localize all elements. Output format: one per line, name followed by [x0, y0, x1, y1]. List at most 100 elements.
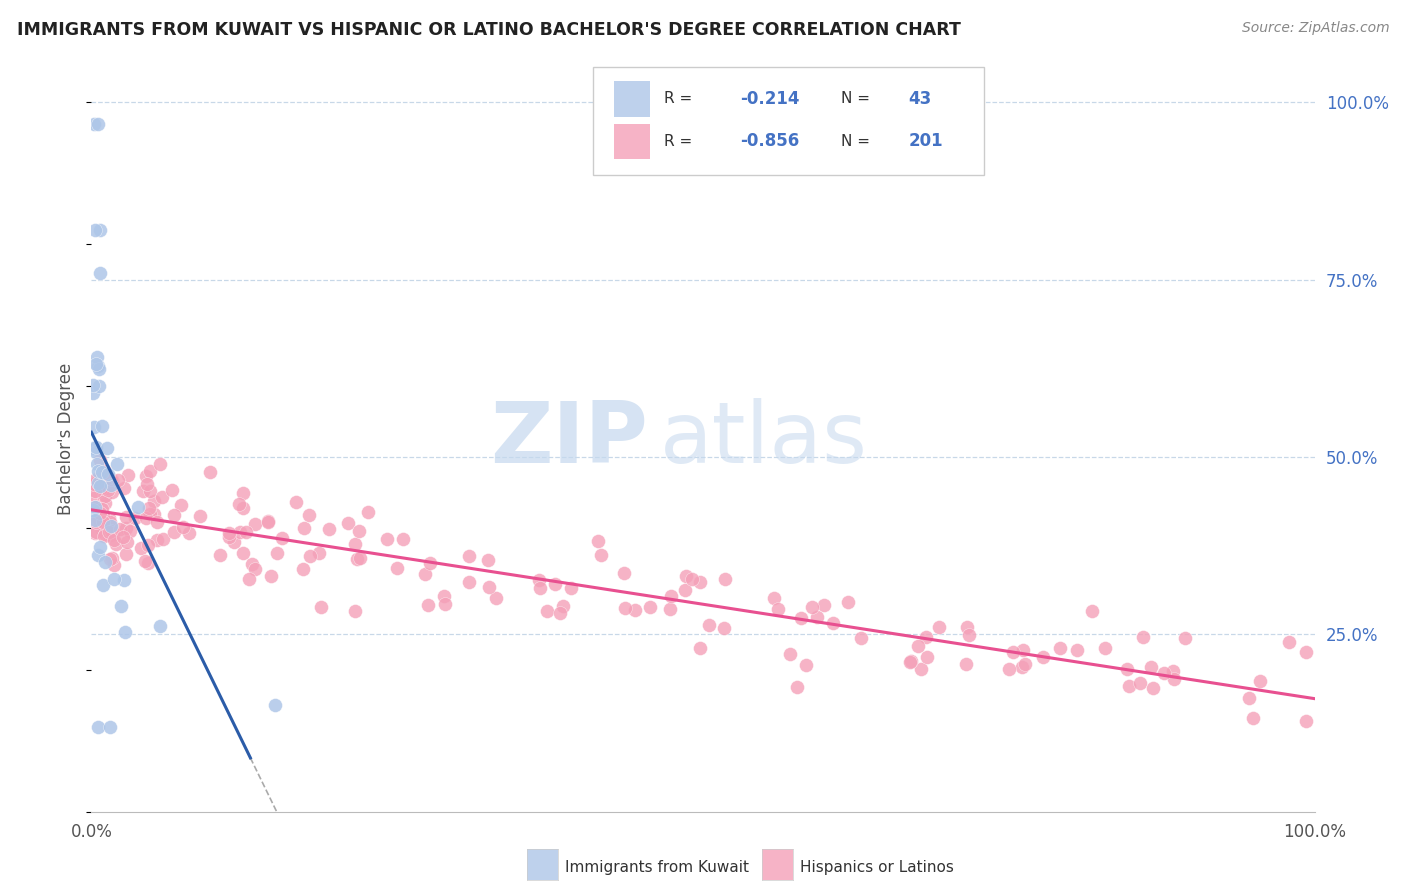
Point: [242, 558, 264, 572]
Point: [392, 533, 415, 547]
Point: [100, 528, 122, 542]
Point: [238, 573, 260, 587]
Point: [115, 535, 138, 549]
Point: [150, 490, 173, 504]
Point: [298, 549, 321, 563]
Point: [142, 494, 165, 508]
Point: [124, 510, 146, 524]
Point: [94, 496, 117, 510]
Point: [87, 476, 110, 491]
Point: [344, 603, 367, 617]
Point: [97, 483, 120, 497]
Point: [624, 603, 647, 617]
Text: IMMIGRANTS FROM KUWAIT VS HISPANIC OR LATINO BACHELOR'S DEGREE CORRELATION CHART: IMMIGRANTS FROM KUWAIT VS HISPANIC OR LA…: [17, 21, 960, 38]
Point: [228, 497, 250, 511]
Point: [1014, 657, 1036, 671]
Point: [681, 572, 703, 586]
Point: [375, 532, 398, 546]
Point: [84, 472, 107, 486]
Point: [1011, 659, 1033, 673]
Point: [87, 361, 110, 376]
Point: [117, 468, 139, 483]
Point: [779, 647, 801, 661]
Point: [83, 477, 105, 491]
Point: [349, 524, 371, 538]
Bar: [613, 81, 651, 117]
Point: [318, 522, 340, 536]
Point: [291, 561, 314, 575]
Point: [160, 483, 183, 497]
Point: [91, 418, 114, 433]
Text: 43: 43: [908, 90, 932, 108]
Point: [127, 500, 149, 514]
Point: [661, 589, 683, 603]
Text: N =: N =: [841, 91, 875, 106]
Point: [101, 551, 124, 566]
Point: [485, 591, 508, 606]
Point: [478, 580, 501, 594]
Point: [527, 574, 550, 588]
Point: [956, 620, 979, 634]
Point: [146, 533, 169, 547]
Point: [139, 464, 162, 478]
Point: [343, 536, 366, 550]
Point: [222, 535, 245, 549]
Point: [477, 553, 499, 567]
Point: [89, 266, 111, 280]
Point: [90, 521, 112, 535]
Text: -0.856: -0.856: [740, 132, 799, 151]
Point: [87, 504, 110, 518]
Point: [104, 537, 127, 551]
Point: [97, 467, 120, 481]
Point: [163, 508, 186, 522]
Point: [100, 478, 122, 492]
Point: [94, 527, 117, 541]
Point: [551, 599, 574, 613]
Point: [89, 223, 111, 237]
Point: [86, 351, 108, 365]
Point: [115, 547, 138, 561]
Point: [84, 483, 107, 498]
Point: [93, 489, 115, 503]
Point: [613, 566, 636, 581]
Point: [169, 498, 191, 512]
Point: [89, 479, 111, 493]
Point: [91, 515, 114, 529]
Point: [907, 639, 929, 653]
Point: [434, 598, 457, 612]
Point: [172, 520, 194, 534]
Point: [103, 533, 125, 547]
Point: [86, 457, 108, 471]
Point: [697, 618, 720, 632]
Point: [337, 516, 360, 531]
Point: [1295, 714, 1317, 728]
Point: [103, 572, 125, 586]
Point: [146, 515, 169, 529]
Point: [413, 567, 436, 582]
Point: [1295, 644, 1317, 658]
Point: [308, 546, 330, 560]
Point: [790, 611, 813, 625]
Point: [1081, 604, 1104, 618]
Point: [100, 472, 122, 486]
Point: [1129, 676, 1152, 690]
Point: [91, 502, 114, 516]
Point: [82, 386, 104, 401]
Point: [101, 473, 124, 487]
Point: [232, 546, 254, 560]
Point: [849, 631, 872, 645]
Point: [1094, 640, 1116, 655]
Point: [1032, 650, 1054, 665]
Point: [235, 524, 257, 539]
Point: [84, 440, 107, 454]
Point: [136, 556, 159, 570]
Point: [138, 500, 160, 515]
Point: [135, 469, 157, 483]
Point: [93, 529, 115, 543]
Point: [1163, 672, 1185, 686]
Point: [1174, 631, 1197, 645]
Point: [89, 540, 111, 554]
Point: [94, 464, 117, 478]
Bar: [613, 123, 651, 160]
Point: [260, 569, 283, 583]
